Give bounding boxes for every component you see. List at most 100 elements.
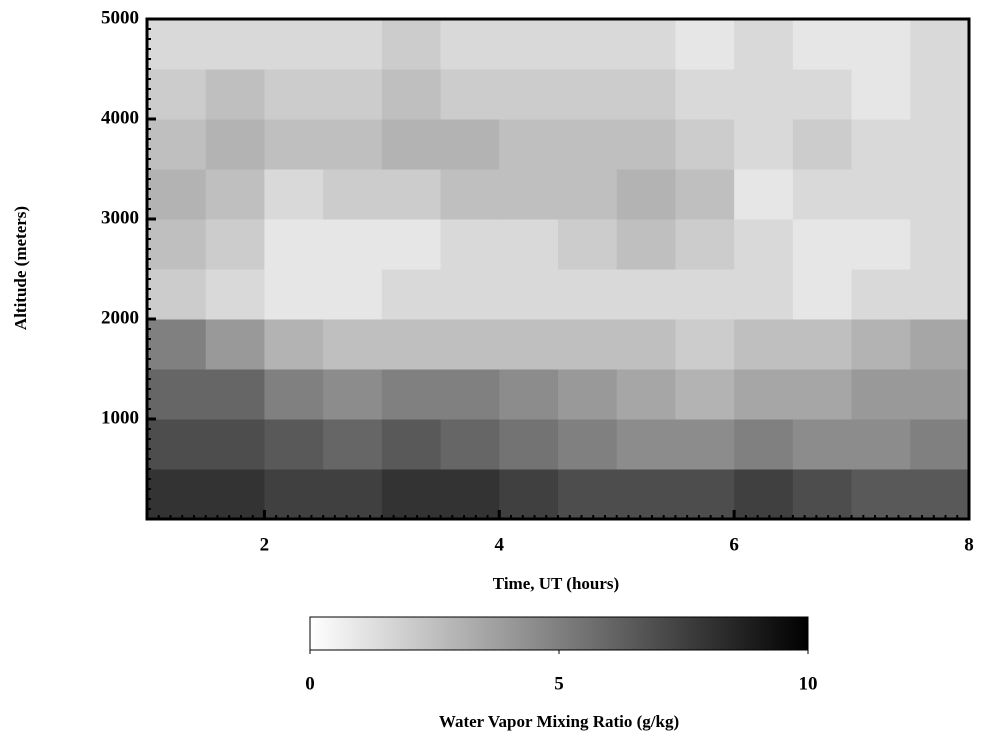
heat-cell: [205, 269, 265, 320]
heat-cell: [616, 369, 676, 420]
heat-cell: [616, 219, 676, 270]
heat-cell: [792, 169, 853, 220]
heat-cell: [734, 269, 794, 320]
heat-cell: [205, 19, 265, 70]
colorbar-tick-label: 10: [799, 673, 818, 694]
heat-cell: [558, 119, 618, 170]
heat-cell: [734, 419, 794, 470]
heat-cell: [440, 319, 500, 370]
x-tick-label: 8: [964, 534, 974, 555]
heat-cell: [205, 219, 265, 270]
heat-cell: [675, 119, 735, 170]
heat-cell: [381, 319, 442, 370]
heat-cell: [792, 269, 853, 320]
heat-cell: [910, 419, 970, 470]
heat-cell: [675, 469, 735, 520]
x-tick-label: 2: [260, 534, 270, 555]
heat-cell: [910, 469, 970, 520]
heat-cell: [147, 419, 207, 470]
heat-cell: [147, 269, 207, 320]
heat-cell: [440, 469, 500, 520]
heat-cell: [675, 219, 735, 270]
colorbar-label: Water Vapor Mixing Ratio (g/kg): [439, 712, 679, 731]
heat-cell: [734, 319, 794, 370]
heat-cell: [499, 419, 559, 470]
heat-cell: [792, 469, 853, 520]
heat-cell: [499, 69, 559, 120]
heat-cell: [381, 369, 442, 420]
heat-cell: [323, 19, 383, 70]
x-axis-label: Time, UT (hours): [493, 574, 619, 593]
heat-cell: [851, 419, 911, 470]
axes: 2 4 6 8 1000 2000 3000 4000 5000: [101, 7, 974, 555]
heat-cell: [675, 19, 735, 70]
heat-cell: [558, 219, 618, 270]
heat-cell: [558, 319, 618, 370]
y-tick-label: 5000: [101, 7, 139, 28]
heat-cell: [440, 369, 500, 420]
heat-cell: [264, 219, 324, 270]
heat-cell: [381, 69, 442, 120]
heat-cell: [499, 219, 559, 270]
heat-cell: [616, 169, 676, 220]
heat-cell: [675, 269, 735, 320]
heat-cell: [264, 169, 324, 220]
heat-cell: [558, 69, 618, 120]
heatmap-cells: [147, 19, 970, 520]
heat-cell: [851, 19, 911, 70]
heat-cell: [851, 219, 911, 270]
heat-cell: [792, 319, 853, 370]
heat-cell: [734, 119, 794, 170]
heat-cell: [616, 319, 676, 370]
heat-cell: [323, 319, 383, 370]
colorbar: [309, 616, 809, 651]
heat-cell: [734, 219, 794, 270]
heat-cell: [381, 169, 442, 220]
heat-cell: [499, 319, 559, 370]
heat-cell: [910, 319, 970, 370]
heat-cell: [558, 469, 618, 520]
y-axis-label: Altitude (meters): [11, 206, 30, 330]
heat-cell: [851, 319, 911, 370]
heat-cell: [792, 119, 853, 170]
heat-cell: [147, 219, 207, 270]
heat-cell: [616, 269, 676, 320]
heat-cell: [616, 19, 676, 70]
heat-cell: [499, 269, 559, 320]
heat-cell: [264, 269, 324, 320]
heat-cell: [264, 69, 324, 120]
heat-cell: [147, 169, 207, 220]
heat-cell: [499, 369, 559, 420]
heat-cell: [264, 419, 324, 470]
heat-cell: [910, 269, 970, 320]
heat-cell: [264, 469, 324, 520]
heat-cell: [616, 69, 676, 120]
heat-cell: [910, 19, 970, 70]
heat-cell: [851, 69, 911, 120]
heat-cell: [323, 269, 383, 320]
heat-cell: [205, 369, 265, 420]
heat-cell: [440, 119, 500, 170]
heat-cell: [323, 119, 383, 170]
heat-cell: [323, 219, 383, 270]
heat-cell: [792, 19, 853, 70]
heat-cell: [675, 69, 735, 120]
heat-cell: [734, 469, 794, 520]
heat-cell: [323, 169, 383, 220]
heat-cell: [616, 419, 676, 470]
heat-cell: [851, 469, 911, 520]
heat-cell: [381, 269, 442, 320]
heat-cell: [499, 169, 559, 220]
heat-cell: [381, 419, 442, 470]
heat-cell: [675, 169, 735, 220]
heat-cell: [147, 469, 207, 520]
heat-cell: [264, 19, 324, 70]
heat-cell: [910, 119, 970, 170]
heat-cell: [147, 369, 207, 420]
heat-cell: [205, 469, 265, 520]
y-tick-label: 3000: [101, 207, 139, 228]
heat-cell: [323, 369, 383, 420]
heat-cell: [851, 119, 911, 170]
heat-cell: [147, 319, 207, 370]
x-tick-label: 6: [729, 534, 739, 555]
